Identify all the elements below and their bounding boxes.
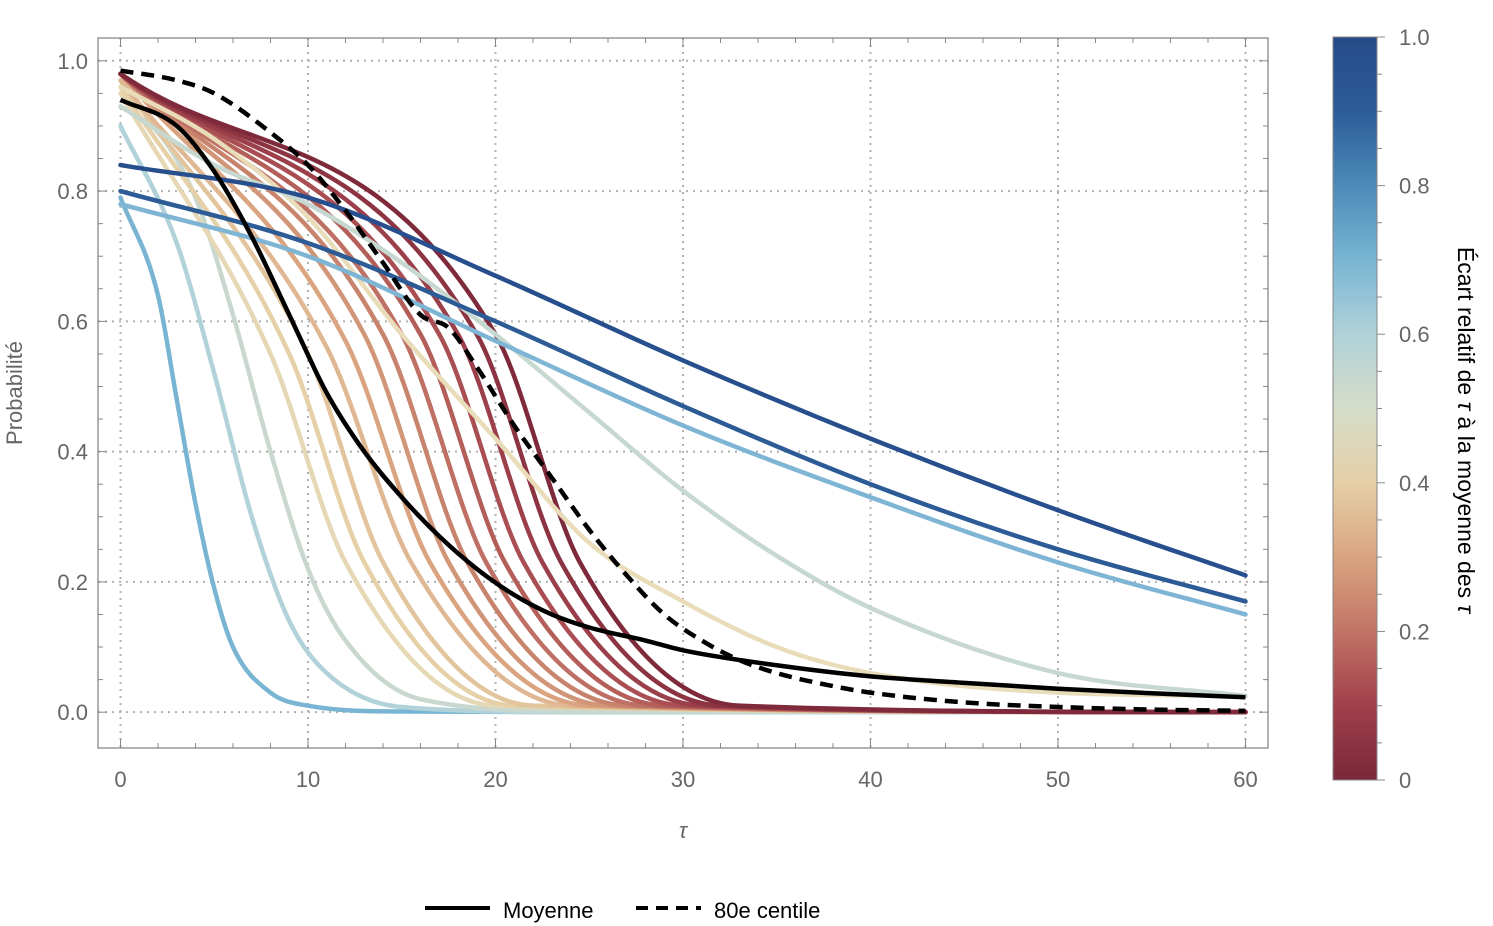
y-axis-label: Probabilité: [2, 341, 27, 445]
series-line-c0-96: [118, 188, 1248, 604]
colorbar-title-part-1: Écart relatif de: [1453, 247, 1479, 402]
colorbar-tick-label-0.2: 0.2: [1399, 619, 1430, 644]
x-tick-label-60: 60: [1233, 767, 1257, 792]
y-tick-label-1.0: 1.0: [57, 49, 88, 74]
colorbar-title-tau-2: τ: [1453, 605, 1479, 615]
y-tick-label-0.2: 0.2: [57, 570, 88, 595]
colorbar-tick-label-0.4: 0.4: [1399, 471, 1430, 496]
legend: Moyenne 80e centile: [425, 898, 820, 923]
series-line-c0-6b: [118, 104, 1248, 699]
x-axis-label: τ: [679, 818, 689, 843]
series-layer: [118, 68, 1248, 715]
colorbar-title-part-2: à la moyenne des: [1453, 410, 1479, 604]
colorbar-title: Écart relatif de τ à la moyenne des τ: [1453, 247, 1479, 615]
y-tick-label-0.6: 0.6: [57, 309, 88, 334]
x-tick-label-10: 10: [296, 767, 320, 792]
colorbar-gradient: [1332, 36, 1378, 781]
colorbar-tick-label-0: 0: [1399, 768, 1411, 793]
x-tick-label-40: 40: [858, 767, 882, 792]
x-tick-label-50: 50: [1046, 767, 1070, 792]
colorbar-ticks: 0 0.2 0.4 0.6 0.8 1.0: [1377, 25, 1430, 793]
frame-ticks: [98, 38, 1268, 748]
legend-label-80e-centile: 80e centile: [714, 898, 820, 923]
y-tick-label-0.0: 0.0: [57, 700, 88, 725]
colorbar: 0 0.2 0.4 0.6 0.8 1.0 Écart relatif de τ à la…: [1332, 25, 1479, 793]
y-tick-label-0.4: 0.4: [57, 440, 88, 465]
x-tick-label-0: 0: [114, 767, 126, 792]
y-tick-label-0.8: 0.8: [57, 179, 88, 204]
x-tick-label-20: 20: [483, 767, 507, 792]
colorbar-title-tau-1: τ: [1453, 402, 1479, 412]
series-line-c0-82: [118, 201, 1248, 617]
series-line-c0-03: [118, 71, 1248, 715]
y-tick-labels: 0.0 0.2 0.4 0.6 0.8 1.0: [57, 49, 88, 725]
series-line-80e-centile: [120, 68, 1246, 714]
series-line-moyenne: [119, 97, 1246, 700]
colorbar-tick-label-0.8: 0.8: [1399, 174, 1430, 199]
legend-label-moyenne: Moyenne: [503, 898, 594, 923]
x-tick-label-30: 30: [671, 767, 695, 792]
colorbar-tick-label-1.0: 1.0: [1399, 25, 1430, 50]
series-line-c1-0: [118, 162, 1248, 578]
colorbar-tick-label-0.6: 0.6: [1399, 322, 1430, 347]
x-tick-labels: 0 10 20 30 40 50 60: [114, 767, 1257, 792]
